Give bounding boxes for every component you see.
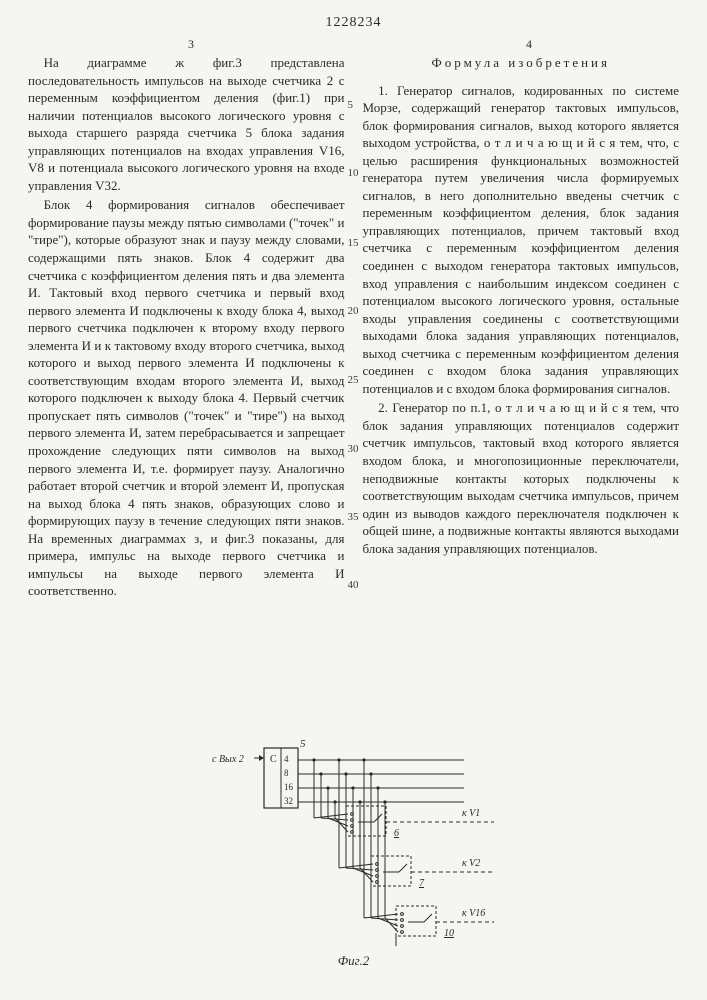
svg-text:7: 7 — [419, 878, 425, 889]
line-number: 20 — [348, 304, 359, 319]
svg-text:16: 16 — [284, 782, 294, 792]
claim-paragraph: 2. Генератор по п.1, о т л и ч а ю щ и й… — [363, 399, 680, 557]
line-number: 40 — [348, 578, 359, 593]
line-number: 15 — [348, 236, 359, 251]
svg-text:32: 32 — [284, 796, 293, 806]
document-number: 1228234 — [326, 14, 382, 33]
svg-text:6: 6 — [394, 828, 399, 839]
page-number-right: 4 — [526, 36, 532, 52]
svg-text:к V1: к V1 — [462, 808, 480, 819]
svg-text:4: 4 — [284, 754, 289, 764]
paragraph: На диаграмме ж фиг.3 представлена послед… — [28, 54, 345, 194]
paragraph: Блок 4 формирования сигналов обеспечивае… — [28, 196, 345, 600]
svg-text:8: 8 — [284, 768, 289, 778]
left-column: На диаграмме ж фиг.3 представлена послед… — [28, 54, 345, 602]
formula-title: Формула изобретения — [363, 54, 680, 72]
svg-text:C: C — [270, 754, 277, 765]
line-number: 30 — [348, 442, 359, 457]
page: 1228234 3 4 5 10 15 20 25 30 35 40 На диаграмме… — [0, 0, 707, 1000]
svg-text:с Вых 2: с Вых 2 — [212, 754, 244, 765]
claim-paragraph: 1. Генератор сигналов, кодированных по с… — [363, 82, 680, 398]
svg-text:10: 10 — [444, 928, 454, 939]
svg-text:к V16: к V16 — [462, 908, 485, 919]
line-number: 10 — [348, 166, 359, 181]
line-number: 35 — [348, 510, 359, 525]
page-number-left: 3 — [188, 36, 194, 52]
svg-text:к V2: к V2 — [462, 858, 480, 869]
figure-2: 5с Вых 2C481632к V16к V27к V1610 Фиг.2 — [204, 738, 504, 970]
figure-caption: Фиг.2 — [204, 952, 504, 970]
svg-text:5: 5 — [300, 738, 306, 750]
line-number: 5 — [348, 98, 354, 113]
right-column: Формула изобретения 1. Генератор сигнало… — [363, 54, 680, 602]
line-number: 25 — [348, 373, 359, 388]
figure-svg: 5с Вых 2C481632к V16к V27к V1610 — [204, 738, 504, 948]
